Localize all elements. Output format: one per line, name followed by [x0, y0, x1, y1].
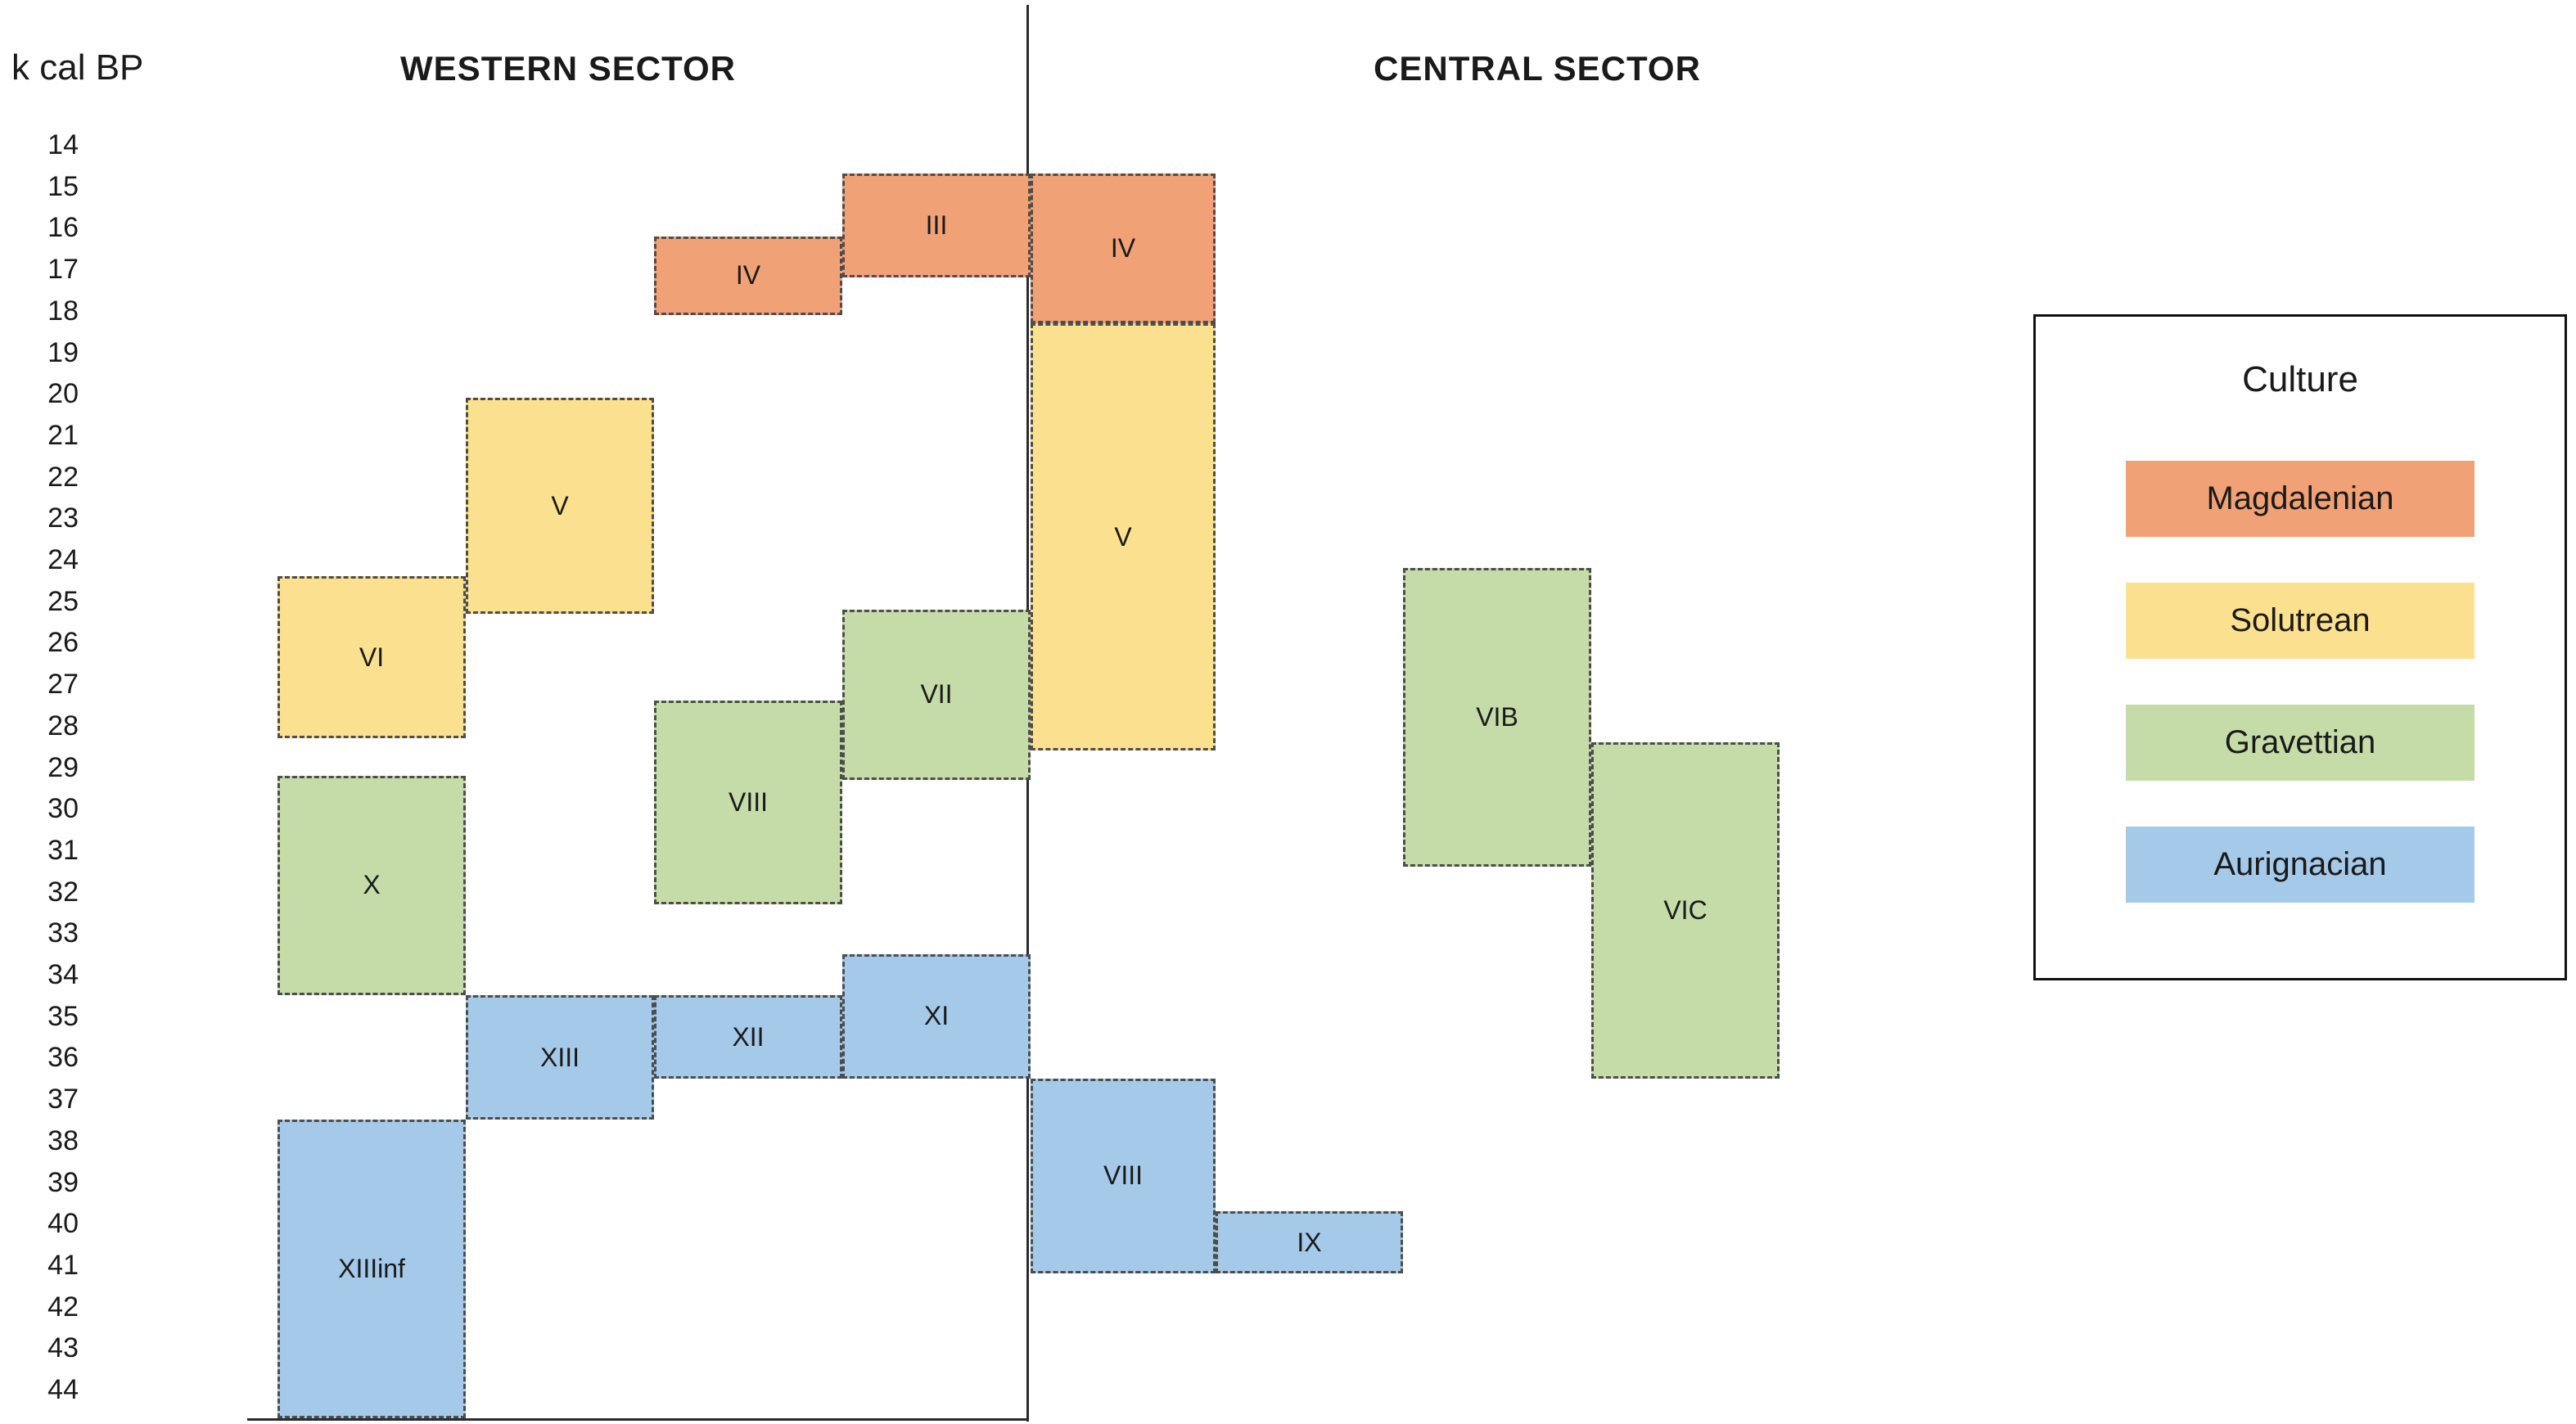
unit-central-vib: VIB	[1403, 568, 1591, 867]
y-tick-14: 14	[47, 129, 79, 160]
y-tick-31: 31	[47, 834, 79, 866]
unit-central-viii: VIII	[1031, 1078, 1216, 1274]
western-sector-header: WESTERN SECTOR	[400, 49, 736, 88]
unit-label: IV	[735, 260, 761, 291]
unit-label: VIII	[728, 787, 768, 818]
y-tick-19: 19	[47, 336, 79, 368]
y-tick-28: 28	[47, 710, 79, 741]
unit-western-x: X	[277, 775, 466, 996]
unit-western-vii: VII	[842, 609, 1031, 780]
legend-entry-aurignacian: Aurignacian	[2126, 827, 2474, 903]
legend-entries: Magdalenian Solutrean Gravettian Aurignacia…	[2036, 461, 2565, 903]
y-tick-17: 17	[47, 254, 79, 286]
unit-label: VI	[359, 642, 385, 672]
y-tick-38: 38	[47, 1124, 79, 1156]
y-tick-23: 23	[47, 502, 79, 534]
y-tick-27: 27	[47, 669, 79, 701]
unit-label: VIII	[1103, 1160, 1143, 1191]
legend-entry-label: Gravettian	[2224, 724, 2376, 760]
unit-western-viii: VIII	[654, 701, 842, 904]
y-tick-37: 37	[47, 1084, 79, 1115]
legend-entry-gravettian: Gravettian	[2126, 705, 2474, 781]
y-tick-22: 22	[47, 461, 79, 493]
y-tick-18: 18	[47, 295, 79, 327]
y-tick-24: 24	[47, 544, 79, 575]
y-tick-43: 43	[47, 1332, 79, 1364]
legend-entry-label: Solutrean	[2230, 602, 2371, 638]
y-axis-title: k cal BP	[11, 47, 144, 88]
y-tick-32: 32	[47, 876, 79, 908]
unit-western-vi: VI	[277, 576, 466, 738]
unit-label: X	[363, 870, 381, 900]
y-tick-30: 30	[47, 793, 79, 825]
unit-label: VIB	[1476, 702, 1518, 732]
y-tick-16: 16	[47, 212, 79, 244]
legend-entry-label: Aurignacian	[2213, 846, 2387, 882]
legend: Culture Magdalenian Solutrean Gravettian Au…	[2033, 314, 2567, 980]
y-tick-20: 20	[47, 378, 79, 410]
legend-title: Culture	[2242, 359, 2358, 399]
y-tick-26: 26	[47, 627, 79, 659]
unit-label: VIC	[1663, 895, 1708, 925]
y-tick-34: 34	[47, 959, 79, 990]
legend-entry-magdalenian: Magdalenian	[2126, 461, 2474, 537]
unit-central-v: V	[1031, 323, 1216, 751]
y-tick-35: 35	[47, 1000, 79, 1032]
unit-label: XIII	[539, 1042, 580, 1072]
y-tick-33: 33	[47, 917, 79, 949]
unit-western-iii: III	[842, 173, 1031, 278]
unit-label: V	[551, 490, 569, 520]
unit-western-xiii: XIII	[466, 995, 654, 1120]
unit-western-v: V	[466, 398, 654, 614]
bottom-axis-line	[247, 1418, 1029, 1421]
unit-label: XI	[923, 1001, 950, 1031]
unit-central-iv: IV	[1031, 173, 1216, 323]
unit-label: XII	[732, 1021, 765, 1052]
unit-label: XIIIinf	[338, 1254, 405, 1284]
y-tick-15: 15	[47, 170, 79, 202]
y-tick-41: 41	[47, 1249, 79, 1281]
y-tick-39: 39	[47, 1166, 79, 1198]
y-tick-42: 42	[47, 1291, 79, 1323]
y-tick-44: 44	[47, 1374, 79, 1405]
legend-entry-solutrean: Solutrean	[2126, 583, 2474, 659]
unit-central-vic: VIC	[1591, 742, 1780, 1079]
unit-label: VII	[920, 679, 953, 710]
unit-label: IV	[1110, 233, 1136, 264]
y-tick-40: 40	[47, 1208, 79, 1240]
unit-label: V	[1114, 521, 1132, 552]
y-tick-29: 29	[47, 751, 79, 783]
unit-label: III	[925, 210, 948, 241]
unit-western-iv: IV	[654, 236, 842, 315]
legend-entry-label: Magdalenian	[2206, 480, 2394, 516]
unit-western-xiiiinf: XIIIinf	[277, 1120, 466, 1419]
unit-western-xii: XII	[654, 995, 842, 1079]
unit-central-ix: IX	[1216, 1210, 1403, 1274]
unit-western-xi: XI	[842, 953, 1031, 1079]
central-sector-header: CENTRAL SECTOR	[1374, 49, 1701, 88]
y-tick-21: 21	[47, 419, 79, 451]
y-tick-25: 25	[47, 585, 79, 617]
unit-label: IX	[1297, 1227, 1322, 1257]
y-tick-36: 36	[47, 1042, 79, 1074]
